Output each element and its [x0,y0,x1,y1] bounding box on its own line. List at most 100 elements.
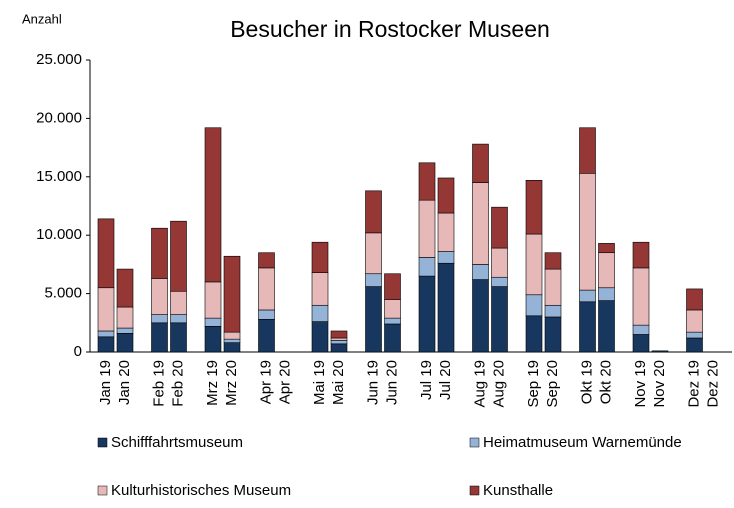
x-tick-label: Jun 19 [364,360,381,405]
bar-segment [223,331,241,340]
bar-segment [544,268,562,306]
bar-segment [384,299,401,319]
bar-segment [151,322,168,353]
bar-segment [365,190,382,234]
bar-segment [170,290,187,315]
x-tick-label: Jan 19 [97,360,114,405]
bar-segment [97,330,115,338]
bar-segment [151,227,168,279]
legend-label: Schifffahrtsmuseum [111,434,243,451]
bar-segment [418,199,436,258]
bar-segment [170,322,187,353]
bar-segment [311,272,329,306]
x-tick-label: Aug 20 [490,360,507,408]
bar-segment [258,309,275,320]
bar-segment [544,304,562,318]
x-tick-label: Jul 20 [437,360,454,400]
y-tick-label: 5.000 [44,285,82,302]
x-tick-label: Apr 19 [257,360,274,404]
bar-segment [204,326,222,353]
bar-segment [330,337,348,341]
bar-segment [686,288,703,311]
x-tick-label: Jun 20 [383,360,400,405]
legend-swatch [97,485,108,496]
y-tick-label: 10.000 [36,226,82,243]
bar-segment [544,252,562,270]
bar-segment [472,264,489,280]
bar-segment [418,257,436,277]
bar-segment [384,273,401,300]
bar-segment [365,273,382,287]
x-tick-label: Jul 19 [418,360,435,400]
bar-segment [472,279,489,353]
bar-segment [116,306,134,329]
bar-segment [525,233,543,296]
bar-segment [258,318,275,353]
bar-segment [418,162,436,201]
bar-segment [151,314,168,324]
y-tick-label: 0 [74,343,82,360]
legend-swatch [469,437,480,448]
x-tick-label: Apr 20 [276,360,293,404]
bar-segment [544,316,562,353]
x-tick-label: Mrz 19 [204,360,221,406]
bar-segment [384,323,401,353]
bar-segment [579,289,596,303]
bar-segment [365,232,382,275]
bar-segment [437,177,455,214]
x-tick-label: Sep 19 [525,360,542,408]
bar-segment [632,334,650,353]
bar-segment [437,262,455,353]
legend-swatch [97,437,108,448]
bar-segment [491,206,508,249]
y-tick-label: 15.000 [36,168,82,185]
bar-segment [223,342,241,353]
legend-swatch [469,485,480,496]
bar-segment [525,180,543,235]
bar-segment [579,127,596,174]
x-tick-label: Mai 19 [311,360,328,405]
bar-segment [116,327,134,334]
bar-segment [525,315,543,353]
bar-segment [632,324,650,335]
bar-segment [384,317,401,325]
x-tick-label: Aug 19 [471,360,488,408]
bar-segment [330,343,348,353]
bar-segment [579,172,596,291]
bar-segment [437,251,455,264]
bar-segment [204,127,222,283]
bar-segment [97,218,115,289]
bar-segment [491,247,508,278]
bar-segment [472,182,489,265]
bar-segment [330,340,348,345]
bar-segment [204,281,222,319]
x-tick-label: Mrz 20 [223,360,240,406]
bar-segment [258,267,275,311]
x-tick-label: Mai 20 [330,360,347,405]
bar-segment [525,294,543,317]
y-axis-label: Anzahl [22,11,62,26]
bar-segment [632,267,650,326]
x-tick-label: Dez 19 [685,360,702,408]
bar-segment [632,241,650,269]
bar-segment [579,301,596,353]
x-tick-label: Okt 19 [578,360,595,404]
bar-segment [686,309,703,333]
bar-segment [491,286,508,353]
bar-segment [686,337,703,353]
bar-segment [598,300,615,353]
y-tick-label: 25.000 [36,51,82,68]
x-tick-label: Jan 20 [116,360,133,405]
bar-segment [598,252,615,289]
x-tick-label: Feb 20 [169,360,186,407]
bar-segment [418,275,436,353]
bar-segment [491,276,508,287]
bar-segment [97,336,115,353]
bar-segment [598,287,615,301]
x-tick-label: Feb 19 [150,360,167,407]
bar-segment [330,330,348,339]
bar-segment [151,278,168,315]
bar-segment [365,286,382,353]
legend-label: Kunsthalle [483,482,553,499]
